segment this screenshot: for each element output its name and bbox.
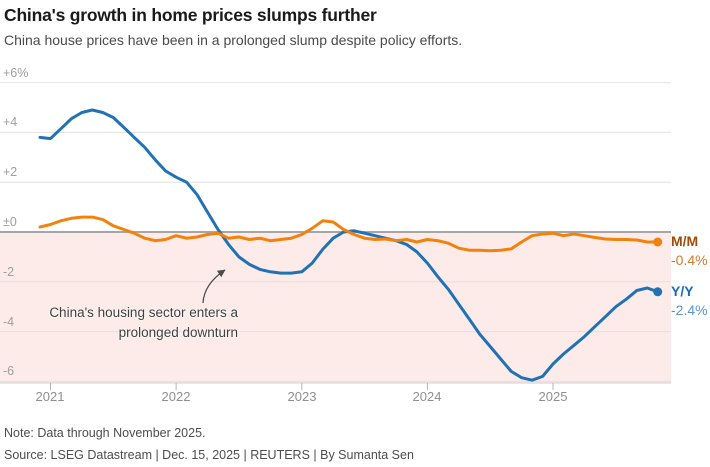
annotation-line-2: prolonged downturn [118, 325, 238, 340]
series-name-yy: Y/Y [671, 283, 694, 299]
series-end-dot-mm [653, 237, 663, 247]
series-line-mm [38, 215, 660, 253]
annotation-text: China's housing sector enters a prolonge… [25, 303, 238, 343]
y-axis-label: -4 [3, 315, 15, 329]
x-axis-label: 2025 [538, 389, 568, 404]
x-axis-label: 2024 [412, 389, 442, 404]
y-axis-label: ±0 [3, 215, 17, 229]
annotation-arrow [202, 269, 226, 304]
y-axis-label: +6% [3, 66, 29, 80]
y-axis-label: +4 [3, 115, 18, 129]
x-axis-label: 2023 [287, 389, 317, 404]
x-axis-label: 2022 [161, 389, 191, 404]
y-axis-label: -2 [3, 265, 15, 279]
y-axis-label: +2 [3, 165, 18, 179]
chart-note: Note: Data through November 2025. [4, 426, 206, 440]
legend-mm: M/M -0.4% [671, 232, 708, 269]
x-axis-label: 2021 [35, 389, 65, 404]
annotation-line-1: China's housing sector enters a [49, 305, 238, 320]
series-value-yy: -2.4% [671, 301, 708, 318]
series-value-mm: -0.4% [671, 251, 708, 268]
chart-title: China's growth in home prices slumps fur… [4, 5, 377, 25]
series-end-dot-yy [653, 287, 663, 297]
y-axis-label: -6 [3, 364, 15, 378]
chart-subtitle: China house prices have been in a prolon… [4, 32, 463, 48]
legend-yy: Y/Y -2.4% [671, 282, 708, 319]
chart-source: Source: LSEG Datastream | Dec. 15, 2025 … [4, 448, 414, 462]
series-name-mm: M/M [671, 233, 699, 249]
